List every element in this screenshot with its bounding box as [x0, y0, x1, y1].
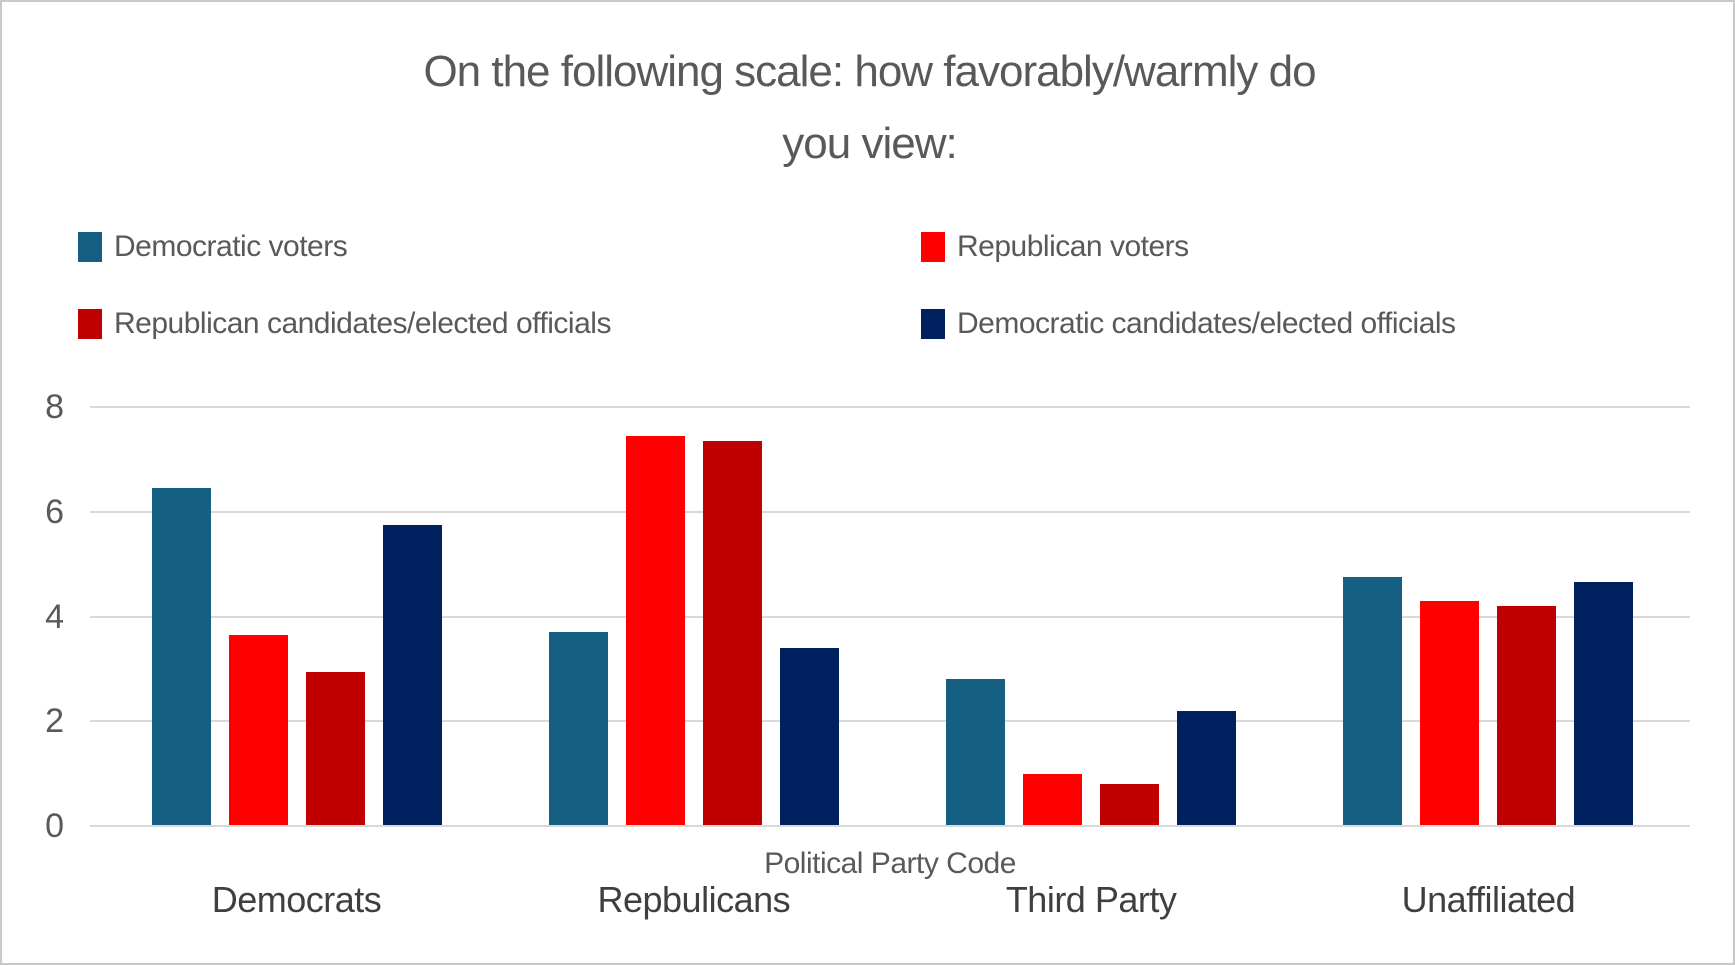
- gridline: [90, 615, 1690, 618]
- y-axis-tick-label: 2: [45, 702, 64, 741]
- x-axis-category-label: Third Party: [1005, 879, 1177, 920]
- chart-title-line-1: On the following scale: how favorably/wa…: [423, 47, 1316, 96]
- y-axis-tick-label: 4: [45, 597, 64, 636]
- bar-republican-voters: [1420, 600, 1480, 826]
- bar-democratic-voters: [151, 488, 211, 826]
- chart-title: On the following scale: how favorably/wa…: [2, 36, 1733, 180]
- gridline: [90, 510, 1690, 513]
- legend-swatch-icon: [78, 232, 102, 262]
- x-axis-line: [90, 825, 1690, 827]
- legend-item: Democratic voters: [78, 228, 348, 266]
- legend-swatch-icon: [78, 309, 102, 339]
- gridline: [90, 720, 1690, 723]
- bar-group-third-party: [946, 407, 1237, 826]
- x-axis-category-label: Unaffiliated: [1401, 879, 1576, 920]
- bar-republican-candidates-elected-officials: [1497, 606, 1557, 826]
- gridline: [90, 406, 1690, 408]
- x-axis-category-label: Democrats: [211, 879, 382, 920]
- legend-swatch-icon: [921, 309, 945, 339]
- bar-democratic-voters: [1343, 577, 1403, 826]
- legend-label: Democratic voters: [114, 230, 348, 263]
- bar-republican-candidates-elected-officials: [305, 671, 365, 826]
- bar-group-democrats: [151, 407, 442, 826]
- y-axis-tick-label: 8: [45, 388, 64, 426]
- legend-item: Republican voters: [921, 228, 1189, 266]
- bar-republican-voters: [625, 435, 685, 826]
- legend-swatch-icon: [921, 232, 945, 262]
- x-axis-category-label: Repbulicans: [597, 879, 791, 920]
- legend-label: Republican voters: [957, 230, 1189, 263]
- bar-group-unaffiliated: [1343, 407, 1634, 826]
- x-axis-title: Political Party Code: [764, 847, 1016, 880]
- bar-republican-voters: [228, 634, 288, 826]
- bar-republican-candidates-elected-officials: [1100, 784, 1160, 826]
- bar-democratic-voters: [548, 632, 608, 826]
- bar-democratic-candidates-elected-officials: [1574, 582, 1634, 826]
- legend-item: Republican candidates/elected officials: [78, 305, 611, 343]
- y-axis-tick-label: 0: [45, 807, 64, 845]
- bar-republican-candidates-elected-officials: [702, 441, 762, 826]
- legend-label: Democratic candidates/elected officials: [957, 307, 1456, 340]
- legend-label: Republican candidates/elected officials: [114, 307, 611, 340]
- bar-democratic-candidates-elected-officials: [1177, 710, 1237, 826]
- legend-item: Democratic candidates/elected officials: [921, 305, 1456, 343]
- plot-area: [90, 407, 1690, 826]
- bar-group-repbulicans: [548, 407, 839, 826]
- y-axis-tick-label: 6: [45, 492, 64, 531]
- chart-title-line-2: you view:: [782, 119, 957, 168]
- bar-democratic-candidates-elected-officials: [779, 647, 839, 826]
- bar-democratic-voters: [946, 679, 1006, 826]
- bar-democratic-candidates-elected-officials: [382, 524, 442, 826]
- bar-republican-voters: [1023, 773, 1083, 826]
